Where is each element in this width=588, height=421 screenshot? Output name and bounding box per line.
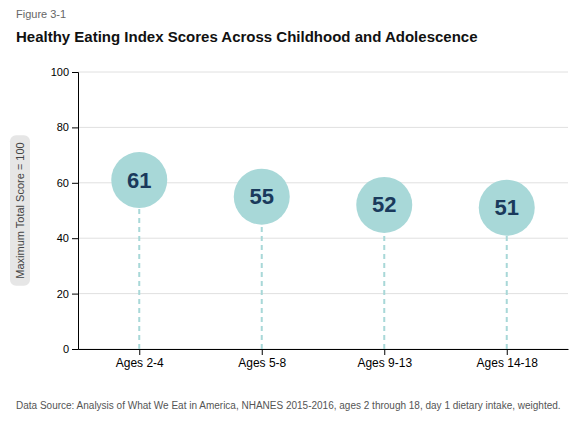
y-tick-mark [72,183,78,184]
data-label: 52 [372,192,396,217]
y-tick-label: 80 [57,121,69,133]
x-tick-mark [384,349,385,355]
y-tick: 100 [51,66,78,78]
x-axis: Ages 2-4 Ages 5-8 Ages 9-13 Ages 14-18 [79,349,569,370]
y-tick-mark [72,349,78,350]
dot [479,180,535,236]
x-tick-label: Ages 14-18 [477,356,539,370]
chart: Figure 3-1 Healthy Eating Index Scores Ac… [0,0,588,421]
grid [78,72,568,349]
y-tick: 40 [57,232,78,244]
data-label: 61 [127,168,151,193]
x-tick-label: Ages 5-8 [238,356,286,370]
dot [111,152,167,208]
x-axis-line [79,349,569,350]
data-label: 51 [495,195,519,220]
x-tick-label: Ages 9-13 [357,356,412,370]
y-tick-label: 40 [57,232,69,244]
y-tick: 80 [57,121,78,133]
dot [234,169,290,225]
y-tick: 20 [57,288,78,300]
y-axis: 0 20 40 60 80 100 [51,66,79,355]
x-tick: Ages 9-13 [357,349,412,370]
x-tick-label: Ages 2-4 [116,356,164,370]
data-labels: 61 55 52 51 [127,168,519,221]
y-axis-line [72,73,79,350]
footnote: Data Source: Analysis of What We Eat in … [16,400,561,411]
data-label: 55 [250,184,274,209]
y-label-box [10,135,30,285]
x-tick: Ages 2-4 [116,349,164,370]
plot: 020406080100Ages 2-4Ages 5-8Ages 9-13Age… [51,66,569,370]
x-tick-mark [139,349,140,355]
grid-line [78,293,568,294]
marks [111,152,535,349]
y-tick-label: 0 [63,343,69,355]
grid-line [78,72,568,73]
title: Healthy Eating Index Scores Across Child… [16,28,478,45]
grid-line [78,349,568,350]
y-tick: 0 [63,343,78,355]
y-tick-mark [72,127,78,128]
footnote-line: Data Source: Analysis of What We Eat in … [16,400,561,411]
y-tick-label: 60 [57,177,69,189]
y-tick-label: 100 [51,66,69,78]
x-tick-mark [507,349,508,355]
y-tick-mark [72,72,78,73]
x-tick-mark [262,349,263,355]
x-tick: Ages 5-8 [238,349,286,370]
grid-line [78,127,568,128]
y-label-group: Maximum Total Score = 100 [10,135,30,285]
y-tick: 60 [57,177,78,189]
dot [356,177,412,233]
grid-line [78,238,568,239]
y-tick-label: 20 [57,288,69,300]
figure-label: Figure 3-1 [16,8,66,20]
y-tick-mark [72,294,78,295]
y-tick-mark [72,238,78,239]
x-tick: Ages 14-18 [477,349,539,370]
y-label: Maximum Total Score = 100 [14,142,26,278]
